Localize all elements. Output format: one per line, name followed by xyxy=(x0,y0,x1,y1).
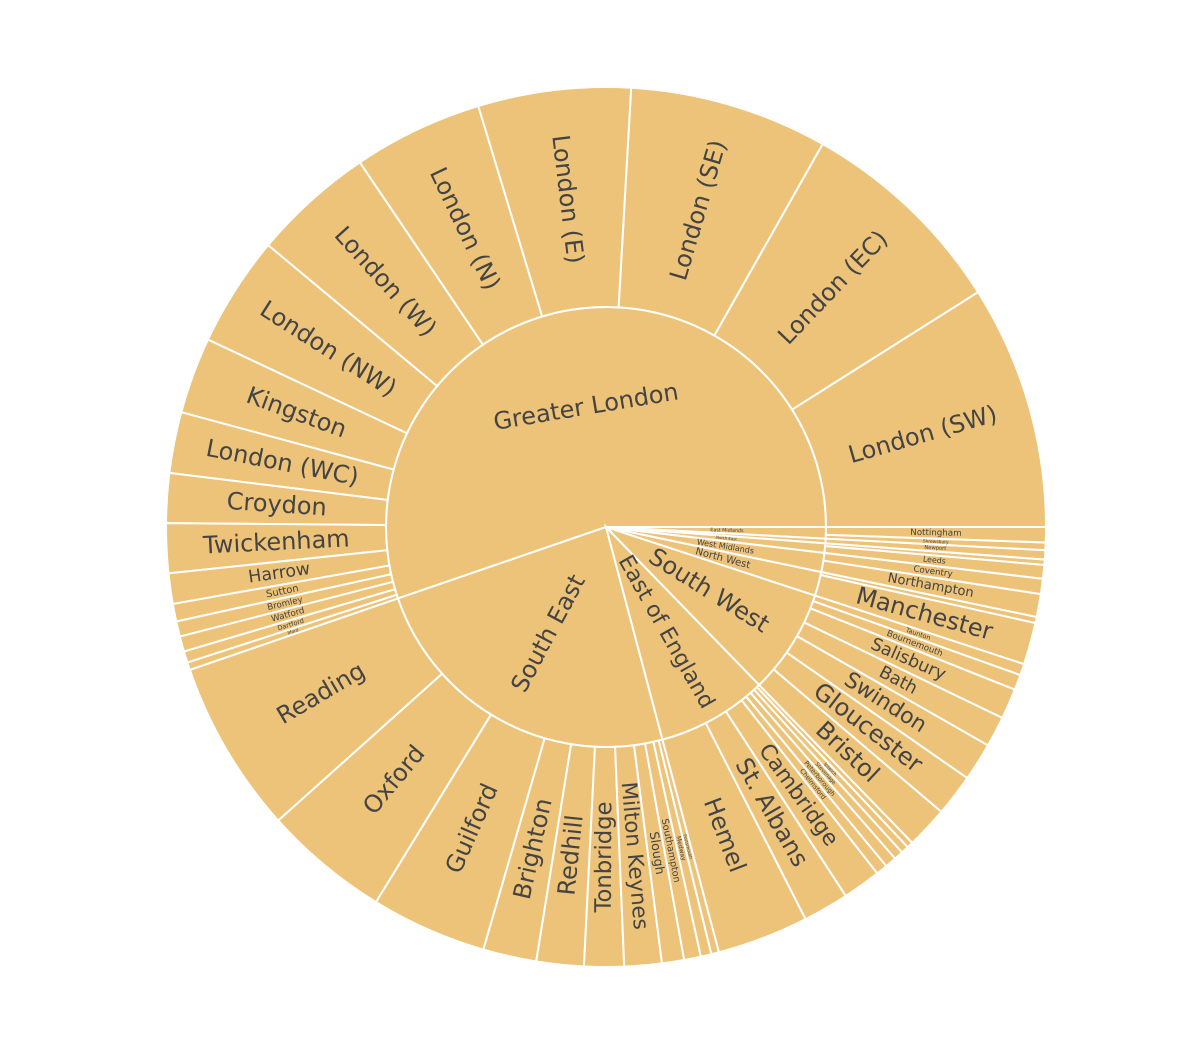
segment-label: Nottingham xyxy=(910,528,962,539)
segment-label: Ilford xyxy=(287,627,300,636)
segment-label: Croydon xyxy=(226,487,328,522)
segment-label: East Midlands xyxy=(710,527,744,534)
segment-label: Tonbridge xyxy=(591,801,617,913)
segment-label: Shrewsbury xyxy=(923,538,949,545)
segment-label: North East xyxy=(716,535,738,542)
segment-label: Leeds xyxy=(923,554,947,565)
city-wedge xyxy=(824,526,1048,544)
segment-label: Newport xyxy=(924,545,946,552)
